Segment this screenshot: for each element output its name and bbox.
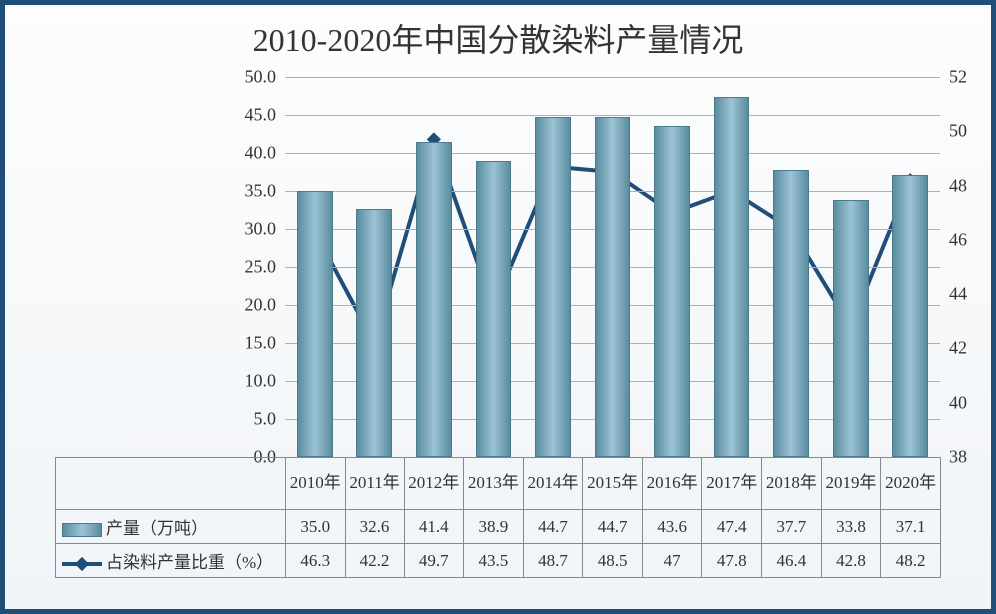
data-cell: 49.7 xyxy=(404,544,464,578)
bar xyxy=(654,126,690,457)
y-left-tick: 10.0 xyxy=(245,371,277,392)
y-left-tick: 5.0 xyxy=(254,409,277,430)
y-left-tick: 45.0 xyxy=(245,105,277,126)
category-label: 2019年 xyxy=(821,458,881,510)
data-cell: 46.3 xyxy=(286,544,346,578)
bar xyxy=(595,117,631,457)
data-cell: 42.8 xyxy=(821,544,881,578)
y-right-tick: 38 xyxy=(949,447,967,468)
category-label: 2017年 xyxy=(702,458,762,510)
y-right-tick: 40 xyxy=(949,392,967,413)
data-cell: 47 xyxy=(642,544,702,578)
legend-line-icon xyxy=(62,557,102,571)
table-corner xyxy=(56,458,286,510)
bar xyxy=(476,161,512,457)
y-left-tick: 15.0 xyxy=(245,333,277,354)
data-cell: 35.0 xyxy=(286,510,346,544)
y-left-tick: 35.0 xyxy=(245,181,277,202)
plot-area xyxy=(285,77,940,457)
y-axis-right: 3840424446485052 xyxy=(945,77,985,457)
data-cell: 48.7 xyxy=(523,544,583,578)
y-right-tick: 48 xyxy=(949,175,967,196)
category-label: 2015年 xyxy=(583,458,643,510)
y-right-tick: 50 xyxy=(949,121,967,142)
y-left-tick: 25.0 xyxy=(245,257,277,278)
data-cell: 43.6 xyxy=(642,510,702,544)
data-cell: 43.5 xyxy=(464,544,524,578)
category-label: 2011年 xyxy=(345,458,404,510)
data-cell: 33.8 xyxy=(821,510,881,544)
bar xyxy=(833,200,869,457)
legend-cell: 占染料产量比重（%） xyxy=(56,544,286,578)
category-label: 2020年 xyxy=(881,458,941,510)
category-label: 2014年 xyxy=(523,458,583,510)
data-cell: 38.9 xyxy=(464,510,524,544)
bar xyxy=(535,117,571,457)
category-label: 2013年 xyxy=(464,458,524,510)
y-left-tick: 40.0 xyxy=(245,143,277,164)
data-cell: 47.8 xyxy=(702,544,762,578)
bar xyxy=(773,170,809,457)
bar xyxy=(892,175,928,457)
legend-bar-icon xyxy=(62,523,102,537)
y-axis-left: 0.05.010.015.020.025.030.035.040.045.050… xyxy=(225,77,280,457)
bar xyxy=(416,142,452,457)
y-right-tick: 46 xyxy=(949,229,967,250)
data-cell: 41.4 xyxy=(404,510,464,544)
series-name: 产量（万吨） xyxy=(106,519,208,538)
gridline xyxy=(285,77,940,78)
data-table: 2010年2011年2012年2013年2014年2015年2016年2017年… xyxy=(55,457,941,578)
data-cell: 48.2 xyxy=(881,544,941,578)
data-cell: 32.6 xyxy=(345,510,404,544)
bar xyxy=(297,191,333,457)
legend-cell: 产量（万吨） xyxy=(56,510,286,544)
y-right-tick: 52 xyxy=(949,67,967,88)
y-right-tick: 42 xyxy=(949,338,967,359)
y-left-tick: 50.0 xyxy=(245,67,277,88)
data-cell: 48.5 xyxy=(583,544,643,578)
category-label: 2016年 xyxy=(642,458,702,510)
category-label: 2018年 xyxy=(762,458,822,510)
data-cell: 46.4 xyxy=(762,544,822,578)
y-left-tick: 30.0 xyxy=(245,219,277,240)
category-label: 2012年 xyxy=(404,458,464,510)
bar xyxy=(356,209,392,457)
data-cell: 47.4 xyxy=(702,510,762,544)
y-right-tick: 44 xyxy=(949,284,967,305)
chart-container: 2010-2020年中国分散染料产量情况 0.05.010.015.020.02… xyxy=(0,0,996,614)
data-cell: 37.7 xyxy=(762,510,822,544)
bar xyxy=(714,97,750,457)
data-cell: 44.7 xyxy=(523,510,583,544)
gridline xyxy=(285,115,940,116)
y-left-tick: 20.0 xyxy=(245,295,277,316)
category-label: 2010年 xyxy=(286,458,346,510)
series-name: 占染料产量比重（%） xyxy=(106,553,273,572)
data-cell: 37.1 xyxy=(881,510,941,544)
data-cell: 42.2 xyxy=(345,544,404,578)
chart-title: 2010-2020年中国分散染料产量情况 xyxy=(5,15,991,61)
data-cell: 44.7 xyxy=(583,510,643,544)
